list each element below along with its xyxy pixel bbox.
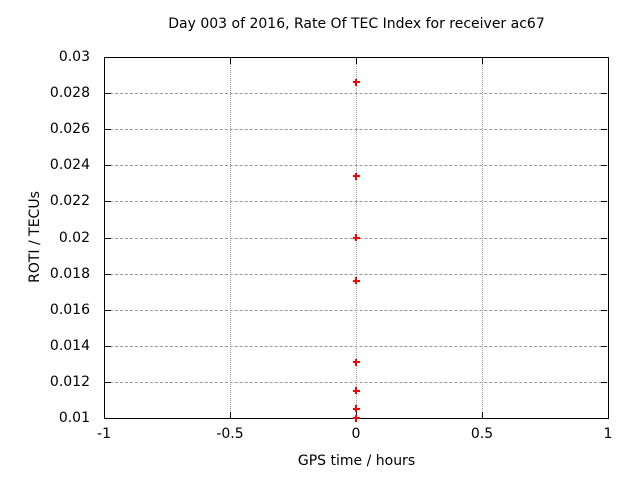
- x-tick-mark: [230, 412, 231, 418]
- y-tick-label: 0.012: [49, 373, 90, 390]
- y-tick-mark: [601, 165, 607, 167]
- y-tick-label: 0.024: [49, 157, 90, 174]
- y-tick-mark: [105, 345, 111, 347]
- y-tick-mark: [105, 57, 111, 58]
- y-tick-mark: [105, 201, 111, 203]
- x-tick-label: -1: [97, 426, 111, 442]
- x-tick-mark: [230, 58, 231, 64]
- y-tick-label: 0.022: [49, 193, 90, 210]
- y-tick-mark: [105, 309, 111, 311]
- data-point-marker: [355, 172, 357, 180]
- y-tick-mark: [105, 381, 111, 383]
- y-tick-label: 0.01: [58, 410, 90, 426]
- y-tick-mark: [105, 93, 111, 95]
- y-tick-label: 0.014: [49, 337, 90, 354]
- x-tick-label: -0.5: [216, 426, 244, 442]
- y-tick-mark: [601, 57, 607, 58]
- y-tick-mark: [105, 165, 111, 167]
- data-point-marker: [355, 414, 357, 422]
- x-tick-mark: [608, 58, 609, 64]
- y-tick-mark: [601, 201, 607, 203]
- y-tick-mark: [105, 418, 111, 419]
- data-point-marker: [355, 387, 357, 395]
- y-tick-mark: [105, 237, 111, 239]
- x-tick-label: 0: [351, 426, 361, 442]
- y-tick-label: 0.02: [58, 229, 90, 246]
- y-tick-mark: [601, 418, 607, 419]
- y-tick-mark: [601, 237, 607, 239]
- x-tick-mark: [482, 58, 483, 64]
- y-tick-mark: [601, 273, 607, 275]
- data-point-marker: [355, 405, 357, 413]
- v-gridline: [482, 58, 483, 417]
- y-tick-label: 0.03: [58, 49, 90, 65]
- y-tick-label: 0.026: [49, 121, 90, 138]
- v-gridline: [230, 58, 231, 417]
- y-tick-mark: [601, 93, 607, 95]
- y-tick-label: 0.028: [49, 85, 90, 102]
- y-tick-mark: [105, 273, 111, 275]
- y-tick-label: 0.018: [49, 265, 90, 282]
- x-tick-label: 1: [603, 426, 613, 442]
- y-tick-mark: [105, 129, 111, 131]
- data-point-marker: [355, 277, 357, 285]
- y-tick-mark: [601, 345, 607, 347]
- data-point-marker: [355, 234, 357, 241]
- x-tick-mark: [482, 412, 483, 418]
- y-tick-mark: [601, 129, 607, 131]
- y-tick-mark: [601, 381, 607, 383]
- x-tick-mark: [608, 412, 609, 418]
- x-tick-mark: [104, 58, 105, 64]
- y-tick-label: 0.016: [49, 301, 90, 318]
- data-point-marker: [355, 358, 357, 366]
- x-tick-mark: [356, 58, 357, 64]
- data-point-marker: [355, 78, 357, 86]
- y-tick-mark: [601, 309, 607, 311]
- x-tick-mark: [104, 412, 105, 418]
- x-axis-label: GPS time / hours: [297, 453, 416, 469]
- chart-title: Day 003 of 2016, Rate Of TEC Index for r…: [168, 16, 545, 32]
- x-tick-label: 0.5: [470, 426, 494, 442]
